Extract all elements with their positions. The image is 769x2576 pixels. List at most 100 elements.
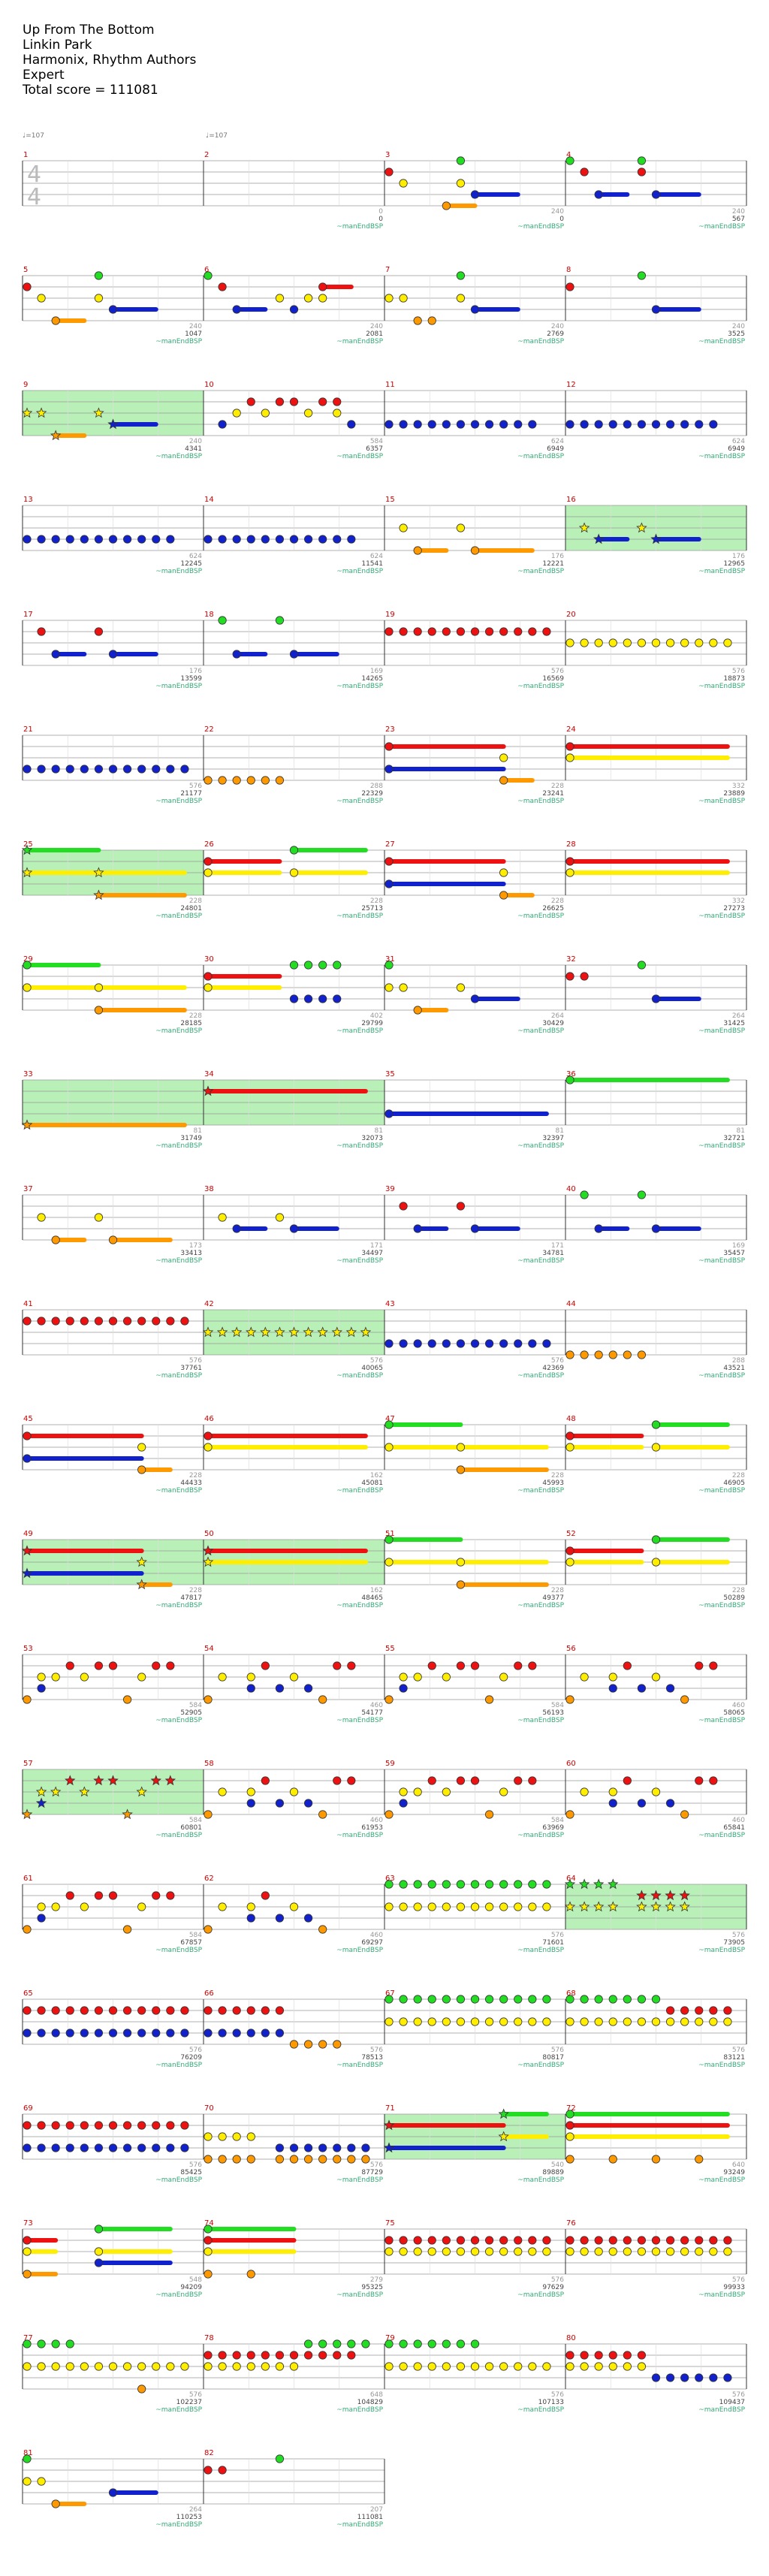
note-gem [709, 420, 718, 429]
note-gem [303, 961, 313, 970]
note-gem [637, 1995, 647, 2004]
measure-number: 14 [204, 496, 214, 504]
note-gem [542, 2247, 551, 2256]
note-gem [37, 2362, 46, 2371]
measure-extra-value: 460 [370, 1932, 383, 1939]
total-score: Total score = 111081 [23, 83, 158, 98]
measure-number: 49 [23, 1530, 33, 1538]
note-gem [65, 2339, 74, 2348]
measure-score: 27273 [723, 905, 745, 912]
measure-marker: ~manEndBSP [698, 338, 745, 345]
measure-extra-value: 576 [732, 2047, 745, 2054]
note-gem [80, 2121, 89, 2130]
measure-marker: ~manEndBSP [155, 2291, 202, 2299]
measure-marker: ~manEndBSP [336, 912, 383, 920]
note-gem [51, 316, 60, 325]
note-gem [665, 2006, 675, 2015]
note-gem [470, 2339, 480, 2348]
note-gem [680, 2373, 689, 2382]
note-gem [37, 1673, 46, 1682]
measure-extra-value: 584 [189, 1932, 202, 1939]
note-gem [637, 2351, 647, 2360]
note-gem [580, 2236, 589, 2245]
note-gem [275, 2454, 285, 2463]
note-gem [204, 2247, 213, 2256]
measure-marker: ~manEndBSP [336, 453, 383, 460]
note-gem [204, 2270, 213, 2279]
note-gem [204, 271, 213, 280]
note-gem [427, 1880, 436, 1889]
note-gem [413, 2339, 422, 2348]
note-gem [709, 2006, 718, 2015]
measure-marker: ~manEndBSP [517, 223, 564, 231]
note-gem [542, 2236, 551, 2245]
note-gem [108, 1317, 118, 1326]
measure-score: 69297 [361, 1939, 383, 1947]
measure-extra-value: 576 [189, 2161, 202, 2169]
note-gem [51, 2362, 60, 2371]
measure-score: 61953 [361, 1824, 383, 1832]
note-gem [122, 1925, 132, 1934]
star-note [21, 407, 33, 418]
measure-score: 26625 [542, 905, 564, 912]
note-gem [723, 2017, 732, 2026]
note-gem [623, 1995, 632, 2004]
note-gem [94, 2121, 104, 2130]
measure-score: 93249 [723, 2169, 745, 2176]
note-gem [542, 2017, 551, 2026]
note-gem [347, 2339, 356, 2348]
note-gem [94, 1006, 104, 1015]
measure-extra-value: 576 [370, 1357, 383, 1365]
measure-number: 6 [204, 266, 209, 274]
star-note [136, 1579, 147, 1590]
note-gem [65, 765, 74, 774]
note-gem [318, 1695, 327, 1704]
measure-score: 32397 [542, 1135, 564, 1142]
measure-number: 60 [566, 1760, 576, 1768]
measure-number: 48 [566, 1415, 576, 1423]
measure-number: 16 [566, 496, 576, 504]
measure-number: 78 [204, 2334, 214, 2342]
note-gem [399, 1673, 408, 1682]
note-gem [80, 2143, 89, 2152]
note-gem [456, 1465, 466, 1474]
note-gem [108, 1235, 118, 1244]
measure-number: 32 [566, 955, 576, 964]
measure-marker: ~manEndBSP [336, 1142, 383, 1150]
note-gem [303, 1914, 313, 1923]
star-note [679, 1901, 690, 1912]
note-gem [695, 638, 704, 647]
note-gem [166, 535, 175, 544]
measure-marker: ~manEndBSP [698, 2176, 745, 2184]
measure-marker: ~manEndBSP [336, 338, 383, 345]
note-gem [204, 776, 213, 785]
measure-marker: ~manEndBSP [155, 453, 202, 460]
note-gem [261, 1891, 270, 1900]
measure-number: 72 [566, 2104, 576, 2113]
measure-extra-value: 576 [370, 2047, 383, 2054]
note-gem [204, 1810, 213, 1819]
note-gem [94, 2143, 104, 2152]
note-gem [361, 2143, 370, 2152]
note-gem [399, 2017, 408, 2026]
measure-number: 29 [23, 955, 33, 964]
measure-score: 78513 [361, 2054, 383, 2062]
measure-marker: ~manEndBSP [698, 1142, 745, 1150]
note-gem [499, 753, 508, 762]
note-gem [137, 2006, 146, 2015]
note-gem [565, 1443, 574, 1452]
note-gem [695, 2017, 704, 2026]
note-gem [289, 868, 299, 877]
star-note [288, 1326, 300, 1338]
note-gem [484, 420, 494, 429]
note-gem [442, 1880, 451, 1889]
measure-extra-value: 81 [737, 1127, 745, 1135]
measure-extra-value: 176 [732, 553, 745, 560]
measure-score: 6949 [728, 445, 745, 453]
note-gem [218, 2029, 227, 2038]
note-gem [456, 523, 466, 532]
note-gem [399, 179, 408, 188]
measure-marker: ~manEndBSP [155, 1257, 202, 1265]
note-gem [94, 2247, 104, 2256]
note-gem [318, 1925, 327, 1934]
